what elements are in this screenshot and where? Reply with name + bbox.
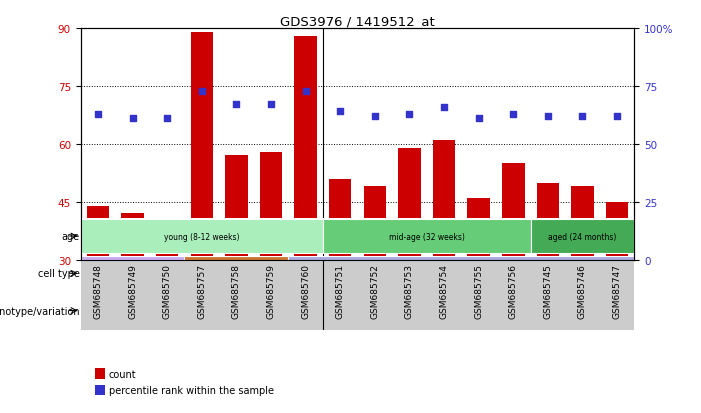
- Text: GSM685756: GSM685756: [509, 264, 518, 318]
- Text: GSM685755: GSM685755: [474, 264, 483, 318]
- Bar: [87, 206, 109, 260]
- Text: genotype/variation: genotype/variation: [0, 306, 80, 316]
- Text: hematopoietic stem cell (HSC): hematopoietic stem cell (HSC): [403, 269, 519, 278]
- Text: GSM685749: GSM685749: [128, 264, 137, 318]
- Bar: [81, 256, 184, 291]
- Point: [300, 88, 311, 95]
- Point: [543, 114, 554, 120]
- Point: [577, 114, 588, 120]
- Point: [404, 111, 415, 118]
- Point: [334, 109, 346, 116]
- Bar: [398, 148, 421, 260]
- Bar: [294, 37, 317, 260]
- Point: [369, 114, 381, 120]
- Bar: [531, 294, 634, 328]
- Bar: [323, 294, 427, 328]
- Bar: [191, 33, 213, 260]
- Bar: [364, 187, 386, 260]
- Point: [266, 102, 277, 109]
- Text: GSM685760: GSM685760: [301, 264, 310, 318]
- Bar: [81, 219, 323, 254]
- Text: GSM685758: GSM685758: [232, 264, 241, 318]
- Bar: [502, 164, 524, 260]
- Text: hematopoietic stem cell
(HSC): hematopoietic stem cell (HSC): [86, 264, 179, 283]
- Point: [231, 102, 242, 109]
- Text: cell type: cell type: [38, 268, 80, 279]
- Text: GSM685745: GSM685745: [543, 264, 552, 318]
- Point: [611, 114, 622, 120]
- Bar: [323, 219, 531, 254]
- Bar: [184, 256, 288, 291]
- Text: wild type
Ly6D-: wild type Ly6D-: [271, 301, 306, 320]
- Bar: [606, 202, 628, 260]
- Bar: [468, 199, 490, 260]
- Text: aged (24 months): aged (24 months): [548, 232, 617, 241]
- Text: wild type Polgtm1Lrsn
+/+: wild type Polgtm1Lrsn +/+: [436, 301, 522, 320]
- Bar: [254, 294, 323, 328]
- Bar: [571, 187, 594, 260]
- Text: GSM685753: GSM685753: [405, 264, 414, 318]
- Text: count: count: [109, 369, 136, 379]
- Bar: [531, 219, 634, 254]
- Bar: [260, 152, 283, 260]
- Point: [196, 88, 207, 95]
- Text: GSM685746: GSM685746: [578, 264, 587, 318]
- Text: GSM685759: GSM685759: [266, 264, 275, 318]
- Text: percentile rank within the sample: percentile rank within the sample: [109, 385, 273, 395]
- Bar: [81, 294, 184, 328]
- Text: GSM685750: GSM685750: [163, 264, 172, 318]
- Text: wild type: wild type: [115, 306, 150, 315]
- Bar: [184, 294, 254, 328]
- Bar: [433, 141, 455, 260]
- Point: [508, 111, 519, 118]
- Bar: [329, 179, 351, 260]
- Text: wild type: wild type: [565, 306, 600, 315]
- Title: GDS3976 / 1419512_at: GDS3976 / 1419512_at: [280, 15, 435, 28]
- Text: common lymphoid progenitor
(CLP): common lymphoid progenitor (CLP): [179, 264, 293, 283]
- Point: [438, 104, 449, 111]
- Text: young (8-12 weeks): young (8-12 weeks): [164, 232, 240, 241]
- Bar: [288, 256, 634, 291]
- Point: [93, 111, 104, 118]
- Text: GSM685751: GSM685751: [336, 264, 345, 318]
- Text: GSM685754: GSM685754: [440, 264, 449, 318]
- Bar: [537, 183, 559, 260]
- Point: [127, 116, 138, 122]
- Text: age: age: [62, 231, 80, 242]
- Bar: [427, 294, 531, 328]
- Point: [473, 116, 484, 122]
- Text: wild type
Ly6D+: wild type Ly6D+: [201, 301, 237, 320]
- Text: mutator
Polgtm1Lrsn -/-: mutator Polgtm1Lrsn -/-: [346, 301, 404, 320]
- Text: GSM685757: GSM685757: [197, 264, 206, 318]
- Text: mid-age (32 weeks): mid-age (32 weeks): [389, 232, 465, 241]
- Bar: [156, 222, 178, 260]
- Text: GSM685748: GSM685748: [93, 264, 102, 318]
- Bar: [121, 214, 144, 260]
- Bar: [225, 156, 247, 260]
- Text: GSM685747: GSM685747: [613, 264, 622, 318]
- Text: GSM685752: GSM685752: [370, 264, 379, 318]
- Point: [161, 116, 172, 122]
